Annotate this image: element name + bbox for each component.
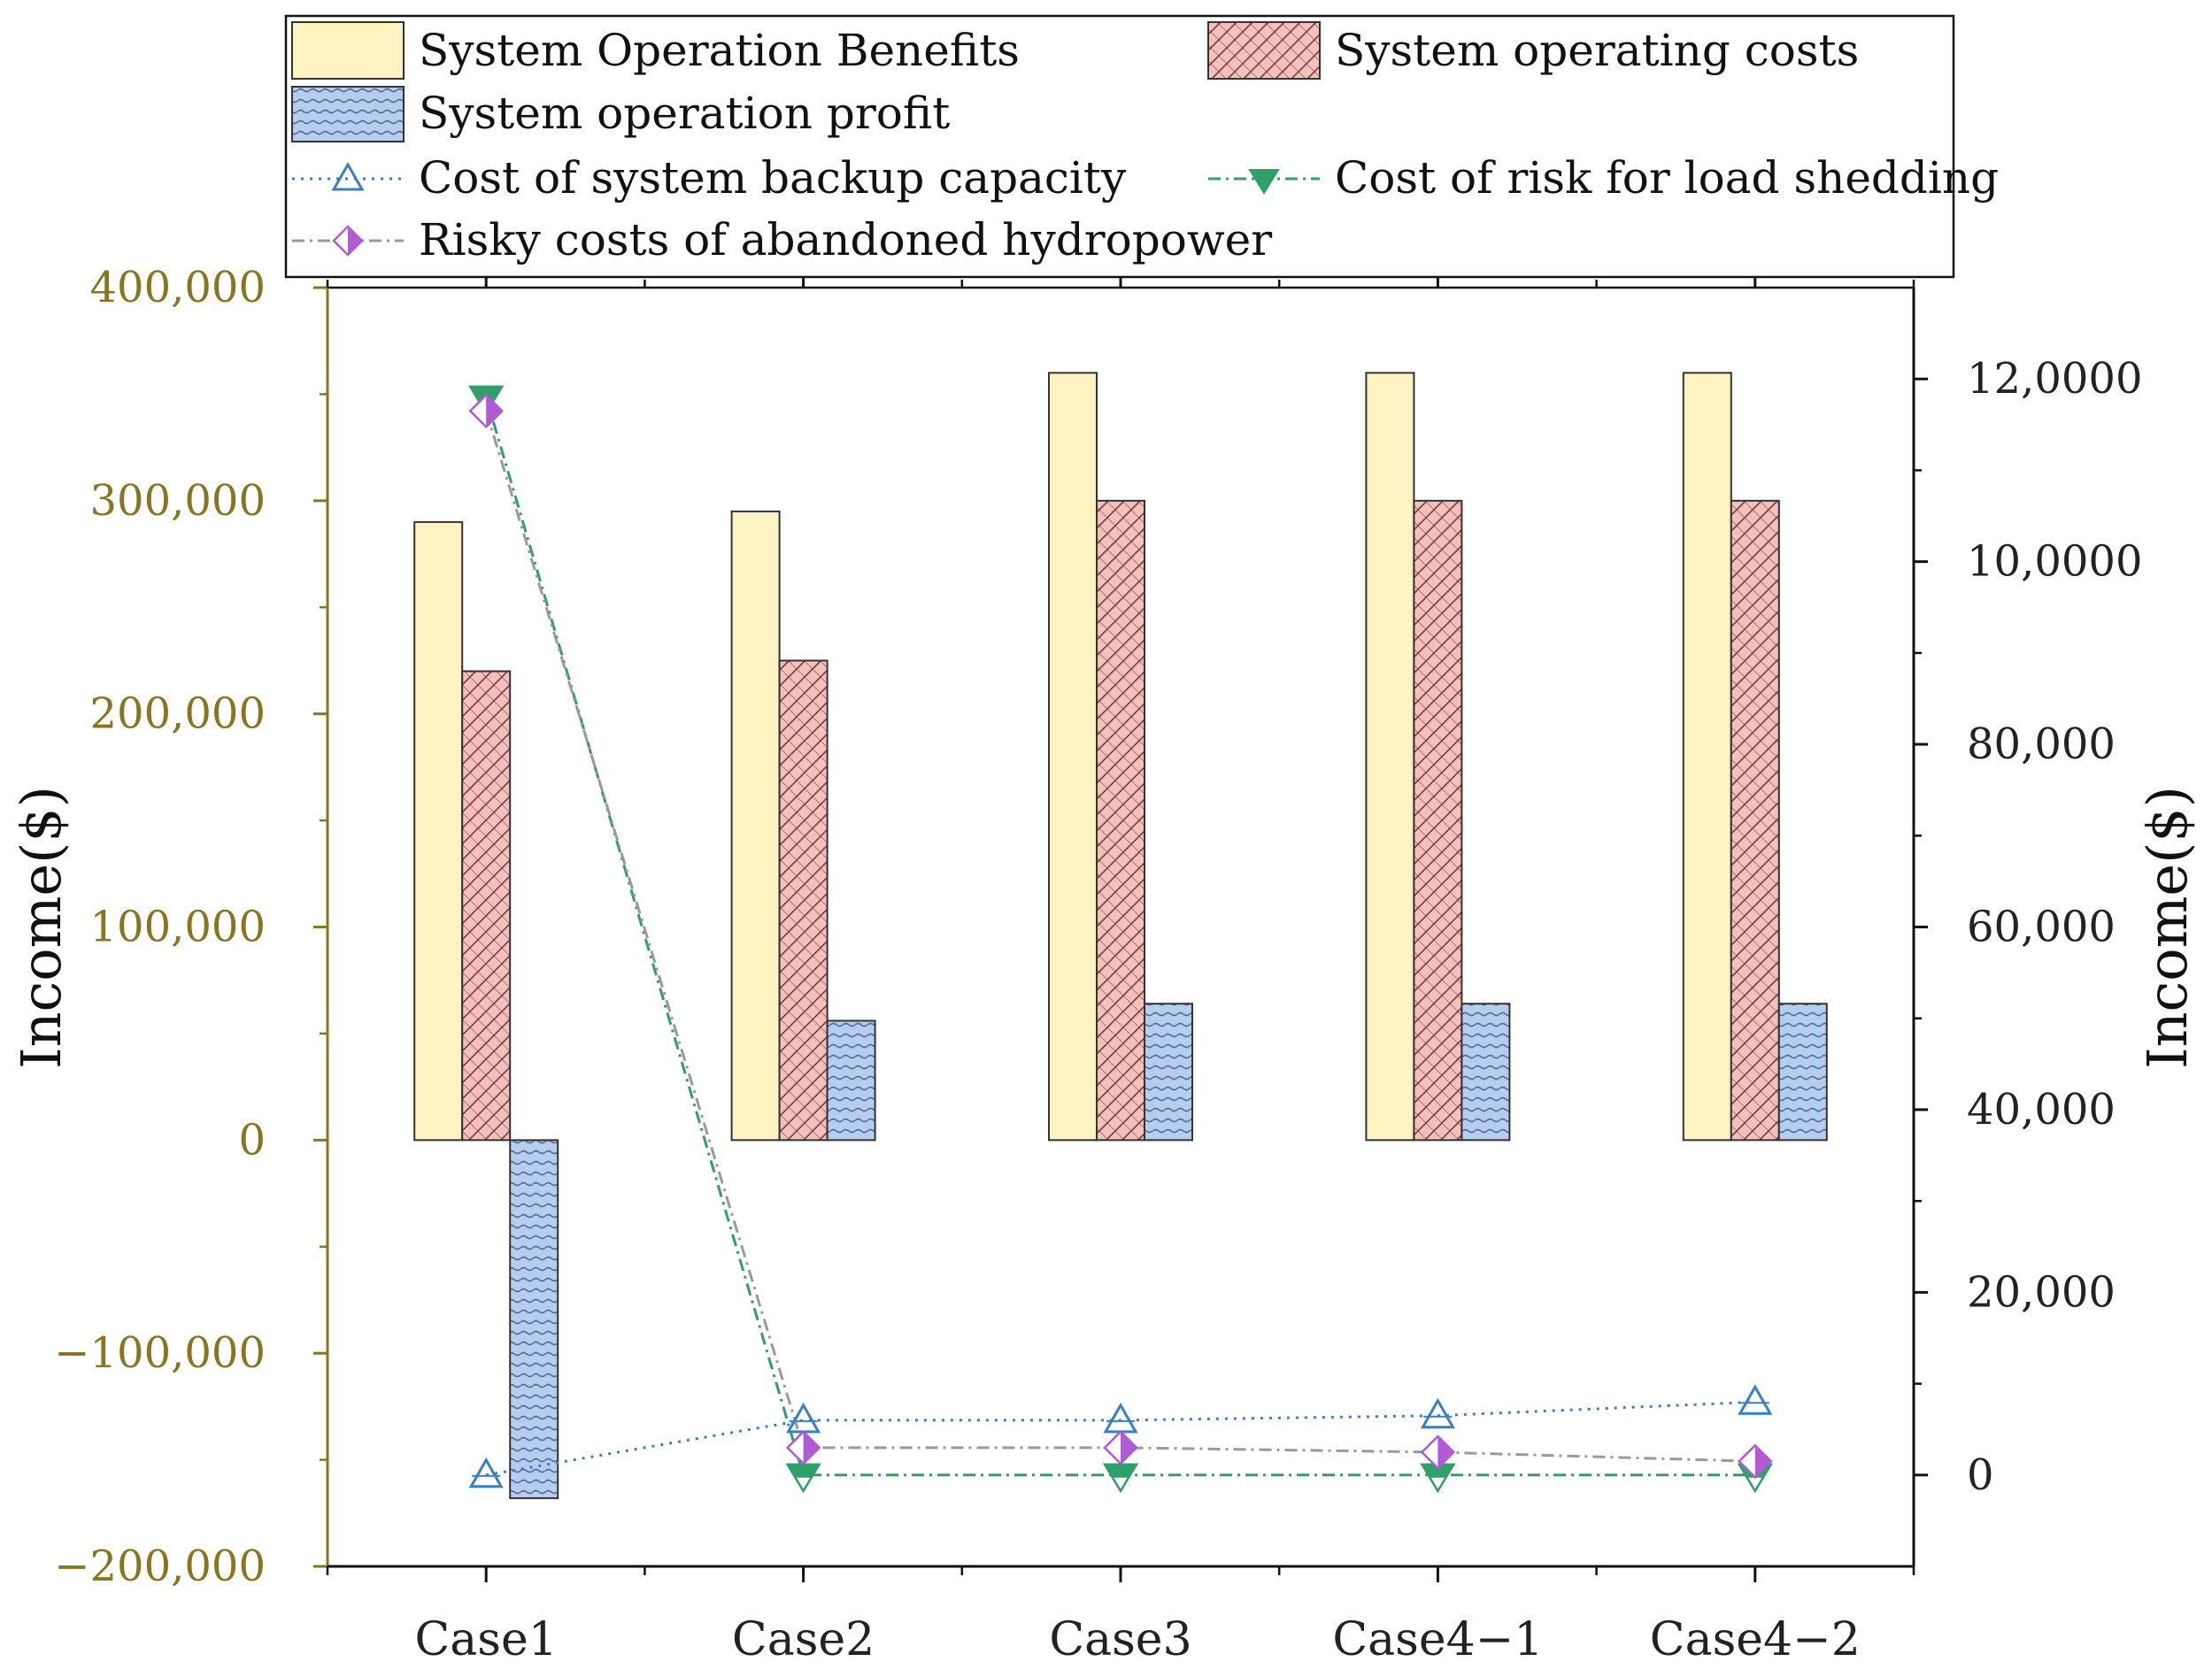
- x-tick-label: Case2: [732, 1613, 875, 1666]
- abandoned-hydro-point-fill: [1754, 1445, 1771, 1478]
- x-tick-label: Case4−1: [1332, 1613, 1543, 1666]
- load-shedding-point-fill: [1105, 1464, 1137, 1478]
- load-shedding-point-fill: [1422, 1464, 1454, 1478]
- profit-bar: [509, 1139, 559, 1499]
- legend-label-hydro: Risky costs of abandoned hydropower: [419, 214, 1272, 265]
- legend-box: [284, 14, 1955, 279]
- x-tick-label: Case1: [415, 1613, 558, 1666]
- backup-capacity-point: [468, 1457, 504, 1489]
- right-tick-label: 10,0000: [1967, 537, 2143, 587]
- bar-marks: [413, 372, 1828, 1499]
- legend-label-profit: System operation profit: [419, 88, 950, 139]
- right-y-axis: 0 20,000 40,000 60,000 80,000 10,0000 12,0000: [1912, 288, 2143, 1566]
- left-tick-label: 100,000: [90, 903, 266, 952]
- cost-bar: [1730, 499, 1780, 1142]
- benefit-bar: [1048, 372, 1098, 1142]
- right-tick-label: 0: [1967, 1450, 1994, 1500]
- right-tick-label: 60,000: [1967, 903, 2116, 952]
- cost-bar: [778, 659, 829, 1142]
- cost-bar: [1413, 499, 1463, 1142]
- legend-marker-backup: [331, 161, 365, 191]
- left-tick-label: −100,000: [54, 1328, 266, 1378]
- benefit-bar: [1365, 372, 1415, 1142]
- benefit-bar: [730, 510, 781, 1142]
- abandoned-hydro-point-fill: [1437, 1435, 1454, 1468]
- profit-bar: [1144, 1003, 1193, 1142]
- abandoned-hydro-point-fill: [803, 1431, 820, 1464]
- backup-capacity-point: [1738, 1384, 1773, 1415]
- left-tick-label: 0: [238, 1115, 266, 1165]
- right-tick-label: 12,0000: [1967, 354, 2143, 404]
- right-axis-title: Income($): [2135, 786, 2200, 1069]
- abandoned-hydro-point-fill: [1121, 1431, 1137, 1464]
- legend-marker-hydro-fill: [348, 227, 362, 255]
- legend-label-benefits: System Operation Benefits: [419, 25, 1020, 76]
- backup-capacity-point: [1103, 1402, 1138, 1434]
- left-tick-label: −200,000: [54, 1542, 266, 1591]
- left-tick-label: 400,000: [90, 263, 266, 312]
- x-tick-label: Case4−2: [1650, 1613, 1861, 1666]
- legend-swatch-profit: [291, 86, 405, 142]
- legend-label-costs: System operating costs: [1335, 25, 1859, 76]
- profit-bar: [1777, 1003, 1828, 1142]
- right-tick-label: 20,000: [1967, 1267, 2116, 1317]
- x-tick-label: Case3: [1049, 1613, 1191, 1666]
- left-axis-title: Income($): [9, 786, 73, 1069]
- legend-swatch-benefits: [291, 21, 405, 80]
- legend: System Operation Benefits System operati…: [284, 14, 1999, 279]
- cost-bar: [461, 670, 512, 1142]
- right-tick-label: 40,000: [1967, 1085, 2116, 1135]
- line-marks: [467, 385, 1774, 1494]
- right-tick-label: 80,000: [1967, 719, 2116, 769]
- benefit-bar: [413, 520, 464, 1142]
- backup-capacity-point: [1420, 1397, 1455, 1429]
- abandoned-hydro-line: [484, 410, 1755, 1463]
- abandoned-hydro-point-fill: [486, 395, 503, 427]
- profit-bar: [1461, 1003, 1511, 1142]
- left-y-axis: −200,000 −100,000 0 100,000 200,000 300,000 40…: [54, 263, 329, 1591]
- benefit-bar: [1682, 372, 1732, 1142]
- left-tick-label: 300,000: [90, 476, 266, 526]
- legend-swatch-costs: [1207, 21, 1321, 80]
- left-tick-label: 200,000: [90, 689, 266, 739]
- profit-bar: [826, 1019, 876, 1142]
- load-shedding-point-fill: [787, 1464, 820, 1478]
- legend-label-backup: Cost of system backup capacity: [419, 152, 1127, 204]
- x-axis: Case1 Case2 Case3 Case4−1 Case4−2: [326, 273, 1915, 1666]
- cost-bar: [1096, 499, 1145, 1142]
- load-shedding-point-fill: [470, 386, 503, 400]
- legend-marker-loadshed: [1248, 169, 1280, 195]
- legend-label-loadshed: Cost of risk for load shedding: [1335, 152, 1999, 204]
